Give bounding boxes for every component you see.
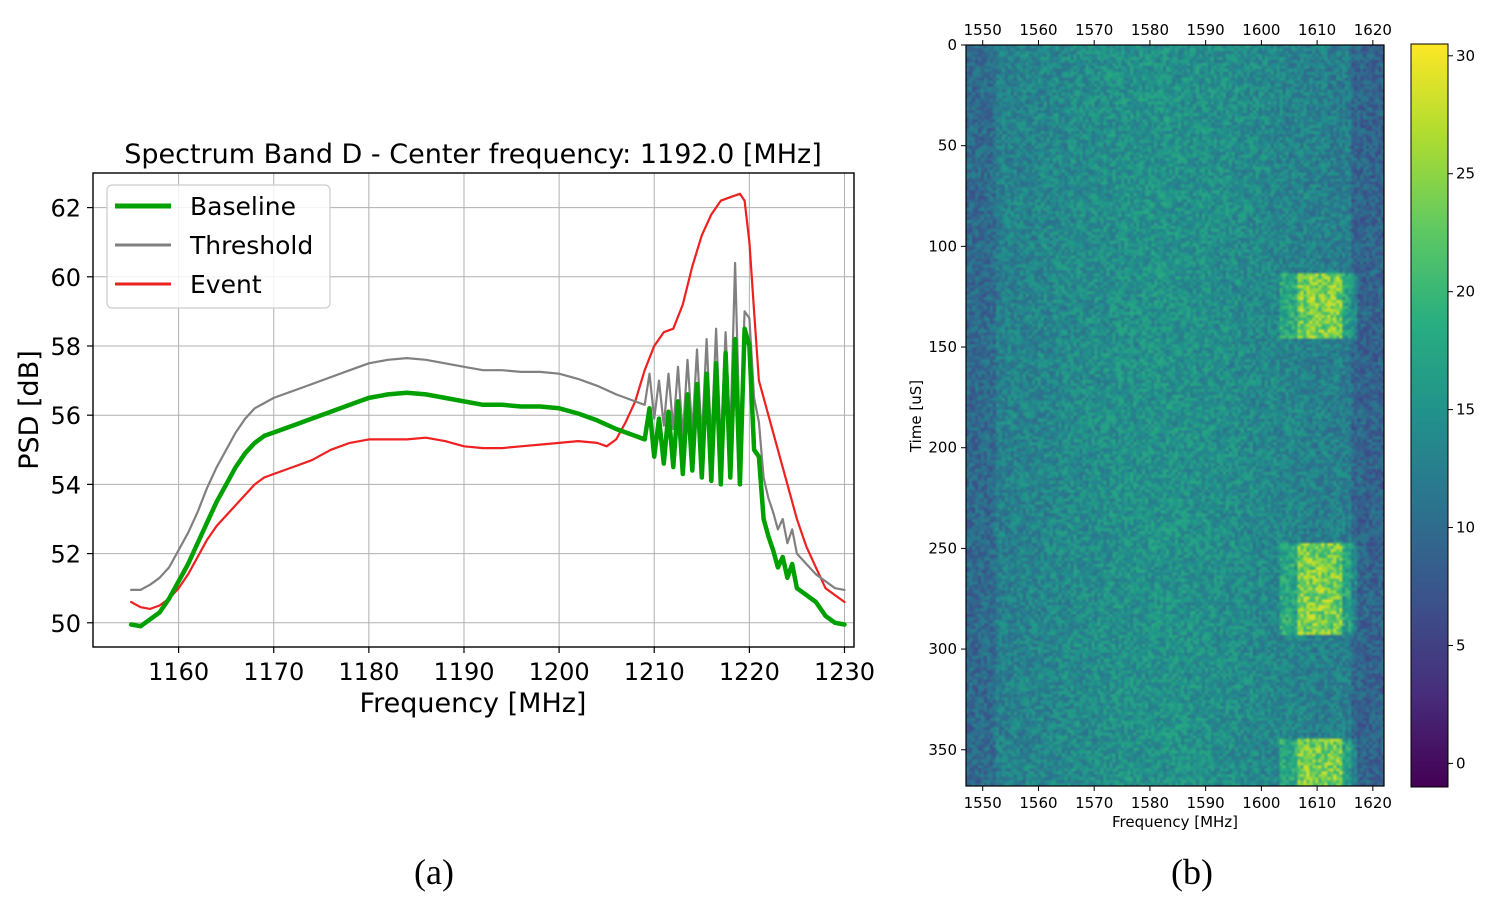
b-colorbar	[1410, 43, 1449, 788]
b-x-tick-label: 1600	[1242, 794, 1280, 812]
a-plot-frame	[92, 172, 855, 648]
b-x-axis-label: Frequency [MHz]	[1112, 813, 1238, 831]
b-y-axis-label: Time [uS]	[907, 380, 925, 453]
b-y-ticks: 0 50 100 150 200 250 300 350	[928, 36, 966, 759]
b-x-top-tick-label: 1570	[1075, 21, 1113, 39]
a-legend: Baseline Threshold Event	[106, 184, 331, 309]
a-series-line-baseline	[128, 326, 847, 629]
b-y-tick-label: 0	[947, 36, 957, 54]
b-colorbar-tick-label: 15	[1456, 401, 1475, 419]
b-colorbar-tick-label: 20	[1456, 283, 1475, 301]
a-y-tick-label: 56	[50, 402, 81, 430]
b-plot-frame	[965, 44, 1385, 787]
b-x-tick-label: 1560	[1019, 794, 1057, 812]
b-x-top-tick-label: 1590	[1187, 21, 1225, 39]
b-y-tick-label: 300	[928, 640, 957, 658]
b-x-top-tick-label: 1610	[1298, 21, 1336, 39]
a-x-tick-label: 1200	[529, 658, 590, 686]
b-y-tick-label: 100	[928, 237, 957, 255]
b-panel-label: (b)	[1171, 852, 1213, 892]
a-y-ticks: 50 52 54 56 58 60 62	[50, 195, 93, 638]
b-colorbar-tick-label: 0	[1456, 754, 1466, 772]
b-x-ticks-bottom: 1550 1560 1570 1580 1590 1600 1610 1620	[964, 786, 1392, 812]
b-y-tick-label: 250	[928, 539, 957, 557]
b-x-tick-label: 1580	[1131, 794, 1169, 812]
a-x-tick-label: 1180	[338, 658, 399, 686]
a-x-tick-label: 1170	[243, 658, 304, 686]
b-x-top-tick-label: 1600	[1242, 21, 1280, 39]
b-x-tick-label: 1550	[964, 794, 1002, 812]
a-legend-label-threshold: Threshold	[189, 231, 313, 260]
b-y-tick-label: 350	[928, 741, 957, 759]
b-x-tick-label: 1620	[1354, 794, 1392, 812]
a-chart-title: Spectrum Band D - Center frequency: 1192…	[124, 139, 822, 170]
b-y-tick-label: 200	[928, 439, 957, 457]
a-x-tick-label: 1210	[624, 658, 685, 686]
b-x-tick-label: 1610	[1298, 794, 1336, 812]
panel-b-heatmap: 1550 1560 1570 1580 1590 1600 1610 1620 1550 156…	[907, 21, 1475, 892]
panel-a-line-chart: 1160 1170 1180 1190 1200 1210 1220 1230 5052545…	[14, 139, 875, 892]
b-colorbar-tick-label: 25	[1456, 165, 1475, 183]
b-spectrogram-image	[966, 45, 1384, 786]
b-x-top-tick-label: 1620	[1354, 21, 1392, 39]
b-x-top-tick-label: 1580	[1131, 21, 1169, 39]
a-y-axis-label: PSD [dB]	[14, 350, 45, 470]
a-x-tick-label: 1220	[719, 658, 780, 686]
a-y-tick-label: 52	[50, 541, 81, 569]
b-colorbar-tick-label: 5	[1456, 636, 1466, 654]
a-x-tick-label: 1230	[814, 658, 875, 686]
b-colorbar-tick-label: 30	[1456, 47, 1475, 65]
b-colorbar-tick-label: 10	[1456, 519, 1475, 537]
a-legend-label-event: Event	[190, 270, 262, 299]
a-series-line-threshold	[130, 261, 846, 592]
a-y-tick-label: 58	[50, 333, 81, 361]
b-y-tick-label: 50	[938, 137, 957, 155]
b-x-ticks-top: 1550 1560 1570 1580 1590 1600 1610 1620	[964, 21, 1392, 45]
a-legend-box	[106, 184, 331, 309]
a-x-tick-label: 1160	[148, 658, 209, 686]
b-x-tick-label: 1570	[1075, 794, 1113, 812]
a-series-line-event	[130, 192, 846, 611]
a-y-tick-label: 62	[50, 195, 81, 223]
b-x-top-tick-label: 1560	[1019, 21, 1057, 39]
a-x-axis-label: Frequency [MHz]	[360, 688, 587, 719]
b-colorbar-ticks: 0 5 10 15 20 25 30	[1448, 47, 1475, 772]
a-x-ticks: 1160 1170 1180 1190 1200 1210 1220 1230	[148, 647, 875, 686]
a-panel-label: (a)	[414, 852, 454, 892]
a-y-tick-label: 50	[50, 610, 81, 638]
a-x-tick-label: 1190	[433, 658, 494, 686]
a-y-tick-label: 54	[50, 471, 81, 499]
b-x-top-tick-label: 1550	[964, 21, 1002, 39]
a-series-group	[128, 192, 847, 629]
a-legend-label-baseline: Baseline	[190, 192, 296, 221]
a-y-tick-label: 60	[50, 264, 81, 292]
b-y-tick-label: 150	[928, 338, 957, 356]
b-x-tick-label: 1590	[1187, 794, 1225, 812]
